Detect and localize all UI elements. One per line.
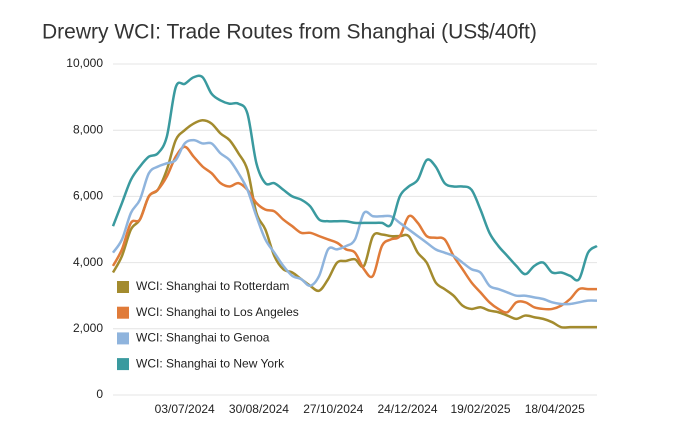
series-line: [111, 119, 597, 329]
series-line: [111, 145, 597, 314]
series-line: [111, 74, 598, 282]
x-tick-label: 18/04/2025: [525, 402, 585, 416]
y-tick-label: 8,000: [73, 122, 103, 136]
x-tick-label: 19/02/2025: [450, 402, 510, 416]
y-tick-label: 6,000: [73, 189, 103, 203]
y-tick-label: 10,000: [66, 56, 103, 70]
legend-label: WCI: Shanghai to Genoa: [136, 331, 270, 345]
y-tick-label: 0: [96, 387, 103, 401]
legend-swatch: [117, 332, 129, 345]
legend-label: WCI: Shanghai to New York: [136, 356, 285, 370]
legend-swatch: [117, 306, 129, 319]
legend-swatch: [117, 281, 129, 293]
legend-swatch: [117, 358, 129, 371]
x-tick-label: 30/08/2024: [229, 402, 289, 416]
y-tick-label: 4,000: [73, 255, 103, 269]
legend-label: WCI: Shanghai to Los Angeles: [136, 305, 299, 319]
series-line: [111, 138, 598, 306]
x-tick-label: 03/07/2024: [155, 402, 215, 416]
x-tick-label: 24/12/2024: [377, 402, 437, 416]
x-tick-label: 27/10/2024: [303, 402, 363, 416]
y-tick-label: 2,000: [73, 321, 103, 335]
legend-label: WCI: Shanghai to Rotterdam: [136, 279, 289, 293]
chart-title: Drewry WCI: Trade Routes from Shanghai (…: [42, 21, 537, 44]
